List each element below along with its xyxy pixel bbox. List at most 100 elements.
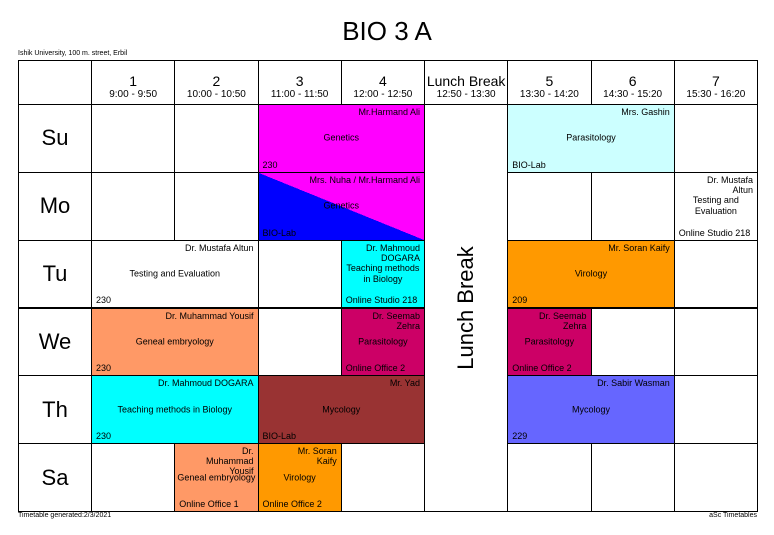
lesson-card: Dr. Mahmoud DOGARA Teaching methods in Bi… [340,239,425,309]
lesson-room: Online Studio 218 [345,295,418,306]
lesson-subject: Parasitology [524,336,575,347]
lesson-room: BIO-Lab [262,227,297,238]
column-time: 15:30 - 16:20 [686,89,746,100]
lesson-card: Dr. Muhammad Yousif Geneal embryology Onli… [174,443,259,512]
empty-cell [91,171,176,241]
lesson-card: Dr. Muhammad Yousif Geneal embryology 230 [91,307,259,377]
lesson-card: Dr. Seemab Zehra Parasitology Online Offic… [507,307,592,377]
empty-cell [590,171,675,241]
lesson-subject: Virology [283,472,316,483]
lesson-subject: Parasitology [566,132,616,143]
column-label: Lunch Break [426,73,506,89]
lesson-card: Mr.Harmand Ali Genetics 230 [257,104,425,173]
day-label: Tu [18,239,92,309]
day-label: Mo [18,171,92,241]
column-time: 13:30 - 14:20 [519,89,579,100]
lesson-subject: Geneal embryology [135,336,214,347]
lesson-room: 230 [96,295,112,306]
lesson-teacher: Dr. Muhammad Yousif [205,446,254,477]
empty-cell [174,171,259,241]
lesson-subject: Teaching methods in Biology [346,263,420,285]
lesson-subject: Mycology [322,404,361,415]
empty-cell [673,307,758,377]
column-header: 4 12:00 - 12:50 [340,60,425,105]
column-label: 1 [129,73,138,89]
empty-cell [673,375,758,445]
column-header: 3 11:00 - 11:50 [257,60,342,105]
lunch-label: Lunch Break [453,246,479,370]
lesson-card: Mrs. Gashin Parasitology BIO-Lab [507,104,675,173]
empty-cell [91,443,176,512]
lesson-room: 230 [262,159,278,170]
empty-cell [174,104,259,173]
lesson-card: Mrs. Nuha / Mr.Harmand Ali Genetics BIO-La… [257,171,425,241]
lesson-subject: Parasitology [358,336,408,347]
column-time: 9:00 - 9:50 [109,89,158,100]
lesson-teacher: Mrs. Nuha / Mr.Harmand Ali [309,174,420,185]
footer-left: Timetable generated:2/3/2021 [18,512,112,519]
footer-right: aSc Timetables [709,512,757,519]
lesson-room: Online Office 2 [262,498,322,509]
title: BIO 3 A [342,16,432,46]
column-time: 11:00 - 11:50 [270,89,329,100]
empty-cell [257,239,342,309]
lesson-room: BIO-Lab [262,431,297,442]
column-header: 1 9:00 - 9:50 [91,60,176,105]
lesson-card: Dr. Mustafa Altun Testing and Evaluation O… [673,171,758,241]
lesson-teacher: Dr. Mahmoud DOGARA [365,242,420,263]
day-label: Th [18,375,92,445]
lesson-room: 230 [96,363,112,374]
lesson-card: Dr. Seemab Zehra Parasitology Online Offic… [340,307,425,377]
lesson-teacher: Dr. Mustafa Altun [706,174,753,195]
corner-cell [18,60,92,105]
lesson-room: Online Office 2 [345,363,406,374]
empty-cell [590,307,675,377]
lesson-teacher: Mrs. Gashin [621,107,670,117]
empty-cell [590,443,675,512]
lesson-subject: Geneal embryology [177,472,256,483]
column-label: 6 [628,73,637,89]
lesson-teacher: Mr. Soran Kaify [608,242,670,253]
column-label: 3 [295,73,304,89]
column-label: 7 [711,73,720,89]
lesson-card: Dr. Mustafa Altun Testing and Evaluation 2… [91,239,259,309]
empty-cell [507,171,592,241]
empty-cell [673,239,758,309]
column-label: 4 [378,73,387,89]
lesson-card: Dr. Sabir Wasman Mycology 229 [507,375,675,445]
column-header: 7 15:30 - 16:20 [673,60,758,105]
lesson-subject: Virology [574,268,608,279]
column-time: 12:50 - 13:30 [436,89,496,100]
lesson-teacher: Dr. Seemab Zehra [538,310,587,331]
lesson-card: Mr. Soran Kaify Virology Online Office 2 [257,443,342,512]
lesson-subject: Mycology [571,404,610,415]
lesson-teacher: Dr. Mustafa Altun [184,242,254,253]
lesson-card: Dr. Mahmoud DOGARA Teaching methods in Bi… [91,375,259,445]
lesson-teacher: Dr. Mahmoud DOGARA [157,378,254,389]
lesson-room: Online Office 1 [179,498,239,509]
lesson-room: Online Studio 218 [678,227,751,238]
lesson-teacher: Dr. Muhammad Yousif [165,310,254,321]
empty-cell [91,104,176,173]
column-time: 14:30 - 15:20 [603,89,663,100]
lesson-room: 229 [512,431,528,442]
column-label: 2 [212,73,221,89]
column-header: Lunch Break 12:50 - 13:30 [424,60,509,105]
empty-cell [673,443,758,512]
lesson-subject: Teaching methods in Biology [117,404,233,415]
day-label: Sa [18,443,92,512]
lesson-teacher: Mr.Harmand Ali [358,107,420,117]
lesson-card: Mr. Yad Mycology BIO-Lab [257,375,425,445]
lesson-room: 209 [512,295,528,306]
lesson-subject: Testing and Evaluation [129,268,221,279]
lesson-teacher: Dr. Sabir Wasman [597,378,670,389]
column-header: 2 10:00 - 10:50 [174,60,259,105]
lesson-room: 230 [96,431,112,442]
empty-cell [673,104,758,173]
column-time: 12:00 - 12:50 [353,89,413,100]
day-label: Su [18,104,92,173]
lesson-subject: Genetics [323,132,360,143]
subtitle: Ishik University, 100 m. street, Erbil [18,50,128,57]
